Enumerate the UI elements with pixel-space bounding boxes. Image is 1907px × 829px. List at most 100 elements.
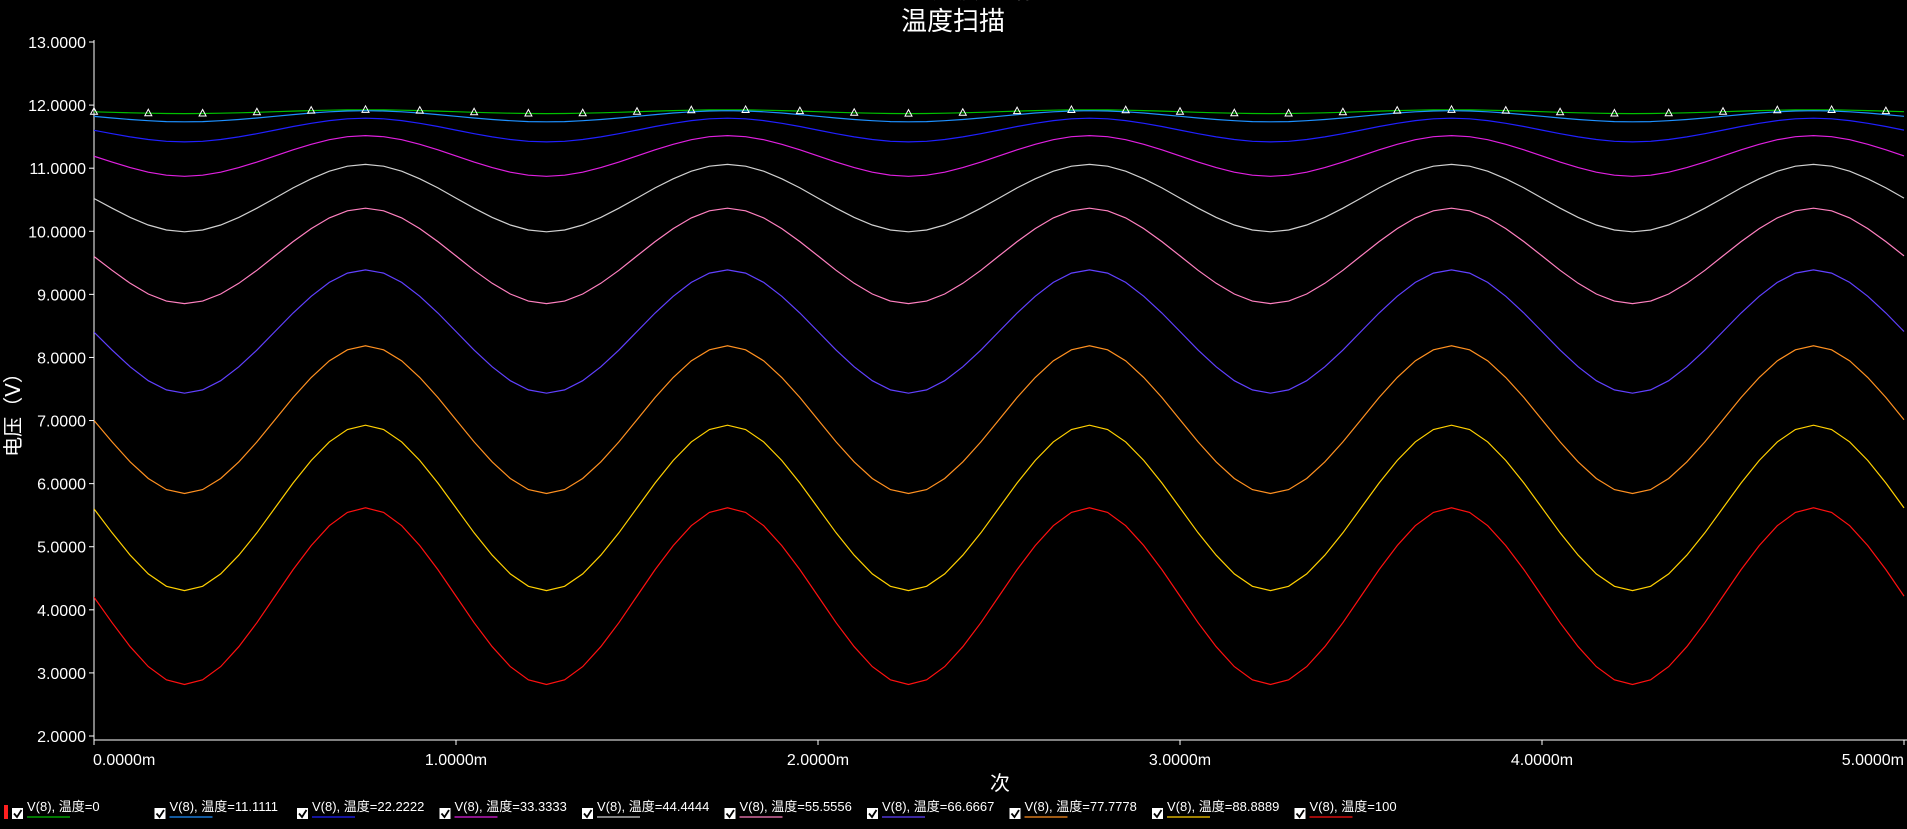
legend-item[interactable]: V(8), 温度=44.4444	[582, 799, 709, 819]
legend-item[interactable]: V(8), 温度=55.5556	[724, 799, 852, 819]
y-tick-label: 10.0000	[28, 224, 86, 241]
series-marker-point	[1338, 107, 1348, 116]
legend-checkbox[interactable]	[867, 808, 878, 819]
x-tick-label: 5.0000m	[1842, 752, 1904, 769]
series-line-6	[94, 207, 1905, 305]
series-marker-point	[1392, 105, 1402, 114]
series-line-9	[94, 424, 1905, 592]
series-line-5	[94, 163, 1905, 233]
series-marker-point	[904, 108, 913, 117]
series-marker-point	[1175, 106, 1185, 115]
legend-item[interactable]: V(8), 温度=88.8889	[1152, 799, 1279, 819]
checkmark-icon	[1295, 809, 1305, 819]
y-tick-label: 5.0000	[37, 540, 86, 557]
y-tick-label: 13.0000	[28, 35, 86, 52]
legend-checkbox[interactable]	[582, 808, 593, 819]
y-tick-label: 7.0000	[37, 414, 86, 431]
series-line-4	[94, 134, 1905, 177]
legend-label: V(8), 温度=77.7778	[1025, 799, 1137, 814]
axes	[93, 40, 1907, 741]
legend-label: V(8), 温度=44.4444	[597, 799, 709, 814]
chart-supertitle: 整流滤波电路	[875, 0, 1031, 5]
series-marker-point	[741, 104, 750, 113]
series-line-7	[94, 269, 1905, 394]
series-line-2	[94, 110, 1905, 123]
legend-item[interactable]: V(8), 温度=22.2222	[297, 799, 424, 819]
series-marker-point	[1012, 106, 1022, 115]
legend-label: V(8), 温度=0	[27, 799, 100, 814]
legend-label: V(8), 温度=33.3333	[455, 799, 567, 814]
legend-label: V(8), 温度=55.5556	[740, 799, 852, 814]
series-marker-point	[1555, 107, 1565, 116]
series-marker-point	[89, 106, 99, 115]
y-tick-label: 2.0000	[37, 729, 86, 746]
legend-item[interactable]: V(8), 温度=11.1111	[154, 799, 279, 819]
series-marker-point	[198, 108, 207, 117]
series-marker-point	[849, 107, 859, 116]
series-marker-point	[1284, 108, 1293, 117]
series-marker-point	[1229, 108, 1239, 117]
y-tick-label: 12.0000	[28, 98, 86, 115]
plot-area[interactable]	[89, 104, 1905, 686]
checkmark-icon	[725, 809, 735, 819]
checkmark-icon	[155, 809, 165, 819]
y-tick-label: 9.0000	[37, 287, 86, 304]
series-markers	[89, 104, 1891, 117]
checkmark-icon	[1010, 809, 1020, 819]
x-tick-label: 2.0000m	[787, 752, 849, 769]
legend-checkbox[interactable]	[439, 808, 451, 819]
series-marker-point	[1610, 108, 1619, 117]
y-tick-label: 3.0000	[37, 666, 86, 683]
series-marker-point	[524, 108, 533, 117]
series-line-8	[94, 345, 1905, 495]
series-marker-point	[1881, 106, 1891, 115]
legend-label: V(8), 温度=11.1111	[170, 799, 279, 814]
legend-active-flag	[4, 805, 8, 819]
series-marker-point	[415, 105, 425, 114]
checkmark-icon	[868, 809, 878, 819]
series-marker-point	[1447, 104, 1456, 113]
series-line-3	[94, 117, 1905, 143]
series-marker-point	[469, 107, 479, 116]
legend-checkbox[interactable]	[1009, 808, 1021, 819]
y-axis-label: 电压（V）	[1, 363, 25, 457]
checkmark-icon	[583, 809, 593, 819]
x-tick-label: 1.0000m	[425, 752, 487, 769]
y-tick-label: 8.0000	[37, 350, 86, 367]
x-axis-ticks: 0.0000m 1.0000m 2.0000m 3.0000m 4.0000m 5.000…	[93, 740, 1905, 769]
series-marker-point	[1067, 104, 1076, 113]
legend-item[interactable]: V(8), 温度=77.7778	[1009, 799, 1137, 819]
series-marker-point	[1501, 105, 1511, 114]
y-tick-label: 6.0000	[37, 477, 86, 494]
legend-checkbox[interactable]	[1152, 808, 1163, 819]
y-axis-ticks: 2.0000 3.0000 4.0000 5.0000 6.0000 7.0000 8.00…	[28, 35, 94, 746]
legend-item[interactable]: V(8), 温度=0	[12, 799, 100, 819]
legend-item[interactable]: V(8), 温度=100	[1294, 799, 1397, 819]
legend-item[interactable]: V(8), 温度=33.3333	[439, 799, 567, 819]
series-marker-point	[578, 108, 588, 117]
legend-checkbox[interactable]	[1294, 808, 1306, 819]
series-marker-point	[1664, 108, 1674, 117]
checkmark-icon	[298, 809, 308, 819]
legend-checkbox[interactable]	[724, 808, 736, 819]
series-marker-point	[1121, 105, 1131, 114]
series-marker-point	[361, 104, 370, 113]
series-marker-point	[252, 107, 262, 116]
legend-item[interactable]: V(8), 温度=66.6667	[867, 799, 994, 819]
series-lines	[94, 109, 1905, 686]
legend-checkbox[interactable]	[12, 808, 23, 819]
legend-label: V(8), 温度=22.2222	[312, 799, 424, 814]
series-marker-point	[795, 106, 805, 115]
x-tick-label: 3.0000m	[1149, 752, 1211, 769]
legend-checkbox[interactable]	[154, 808, 166, 819]
series-marker-point	[1827, 104, 1836, 113]
series-marker-point	[632, 106, 642, 115]
x-tick-label: 0.0000m	[93, 752, 155, 769]
x-axis-label: 次	[990, 771, 1010, 795]
series-marker-point	[143, 108, 153, 117]
legend: V(8), 温度=0 V(8), 温度=11.1111 V(8), 温度=22.22…	[4, 799, 1397, 819]
checkmark-icon	[440, 809, 450, 819]
y-tick-label: 4.0000	[37, 603, 86, 620]
legend-checkbox[interactable]	[297, 808, 308, 819]
